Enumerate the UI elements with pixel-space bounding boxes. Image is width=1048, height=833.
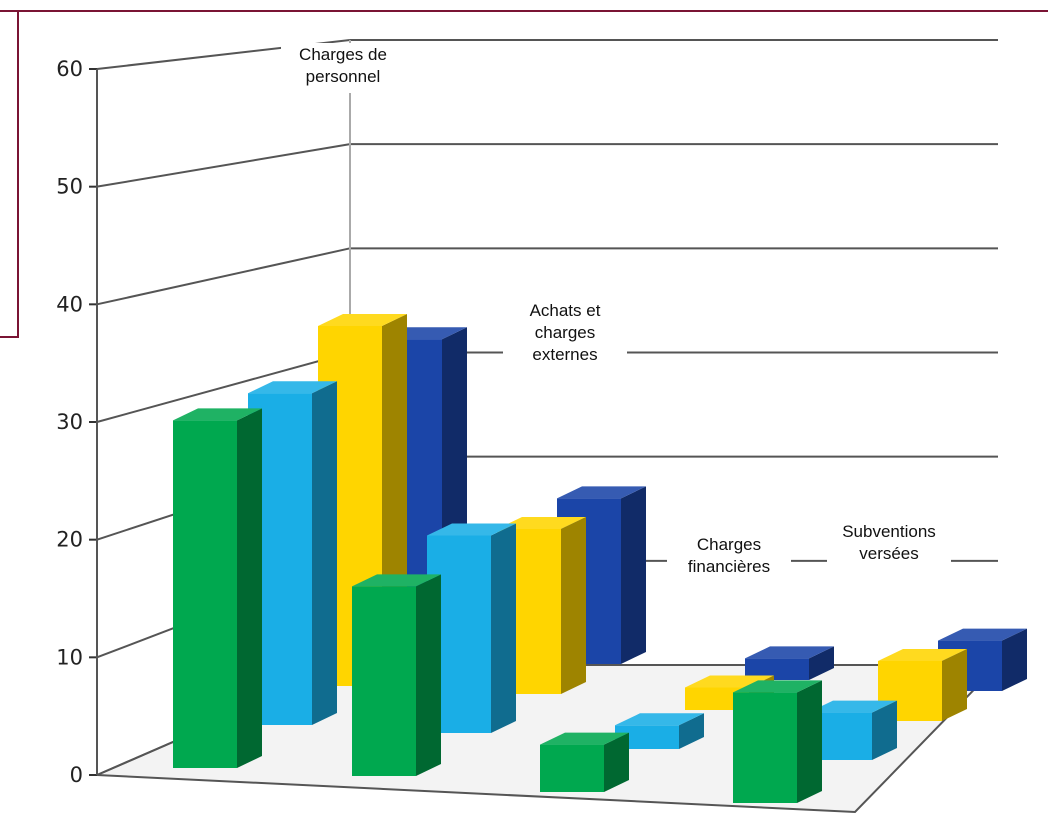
bar-side bbox=[491, 523, 516, 733]
bar-side bbox=[679, 713, 704, 749]
category-label-bg bbox=[827, 520, 951, 570]
bar-front bbox=[745, 658, 809, 680]
bar bbox=[173, 408, 262, 768]
y-tick-label: 50 bbox=[56, 175, 83, 199]
bar-top bbox=[938, 628, 1027, 641]
category-label-line: externes bbox=[532, 345, 597, 364]
bar-top bbox=[745, 646, 834, 659]
bar-top bbox=[557, 486, 646, 499]
y-tick-label: 0 bbox=[70, 763, 83, 787]
bars bbox=[173, 314, 1027, 803]
bar-side bbox=[604, 732, 629, 792]
y-axis-ticks: 0 10 20 30 40 50 60 bbox=[56, 57, 83, 787]
category-label-bg bbox=[503, 299, 627, 371]
bar-side bbox=[797, 680, 822, 803]
bar-top bbox=[733, 680, 822, 693]
y-tick-label: 40 bbox=[56, 292, 83, 316]
bar-side bbox=[809, 646, 834, 680]
bar-side bbox=[942, 649, 967, 721]
y-tick-label: 60 bbox=[56, 57, 83, 81]
category-label-line: Subventions bbox=[842, 522, 936, 541]
gridline-side bbox=[96, 351, 351, 423]
bar-front bbox=[352, 586, 416, 776]
bar bbox=[540, 732, 629, 792]
bar-top bbox=[497, 517, 586, 529]
bar-top bbox=[808, 700, 897, 713]
bar-side bbox=[237, 408, 262, 768]
bar-top bbox=[427, 523, 516, 536]
bar bbox=[615, 713, 704, 749]
category-label-line: personnel bbox=[306, 67, 381, 86]
bar-side bbox=[561, 517, 586, 694]
bar-side bbox=[416, 574, 441, 776]
y-tick-label: 20 bbox=[56, 528, 83, 552]
y-tick-label: 10 bbox=[56, 645, 83, 669]
bar-top bbox=[615, 713, 704, 726]
bar-top bbox=[352, 574, 441, 587]
category-label-line: Charges de bbox=[299, 45, 387, 64]
category-label-bg bbox=[667, 533, 791, 583]
bar-side bbox=[872, 700, 897, 760]
bar-top bbox=[878, 649, 967, 661]
bar-side bbox=[1002, 628, 1027, 691]
bar bbox=[733, 680, 822, 803]
category-label-line: versées bbox=[859, 544, 919, 563]
bar-top bbox=[318, 314, 407, 326]
corner-frame bbox=[0, 10, 1048, 338]
bar-top bbox=[248, 381, 337, 394]
category-label-bg bbox=[281, 43, 405, 93]
frame-left-edge bbox=[0, 11, 19, 338]
gridline-side bbox=[96, 247, 351, 306]
bar-front bbox=[733, 692, 797, 803]
category-labels: Charges de personnel Achats et charges exter… bbox=[281, 43, 951, 583]
bar-side bbox=[621, 486, 646, 664]
y-tick-label: 30 bbox=[56, 410, 83, 434]
bar-front bbox=[540, 744, 604, 792]
bar-side bbox=[312, 381, 337, 725]
category-label-line: Achats et bbox=[530, 301, 601, 320]
bar-top bbox=[173, 408, 262, 421]
gridline-side bbox=[96, 143, 351, 188]
bar-top bbox=[540, 732, 629, 745]
bar-front bbox=[615, 725, 679, 749]
bar bbox=[352, 574, 441, 776]
bar bbox=[745, 646, 834, 680]
category-label-line: charges bbox=[535, 323, 595, 342]
category-label-line: Charges bbox=[697, 535, 761, 554]
bar-front bbox=[173, 420, 237, 768]
category-label-line: financières bbox=[688, 557, 770, 576]
